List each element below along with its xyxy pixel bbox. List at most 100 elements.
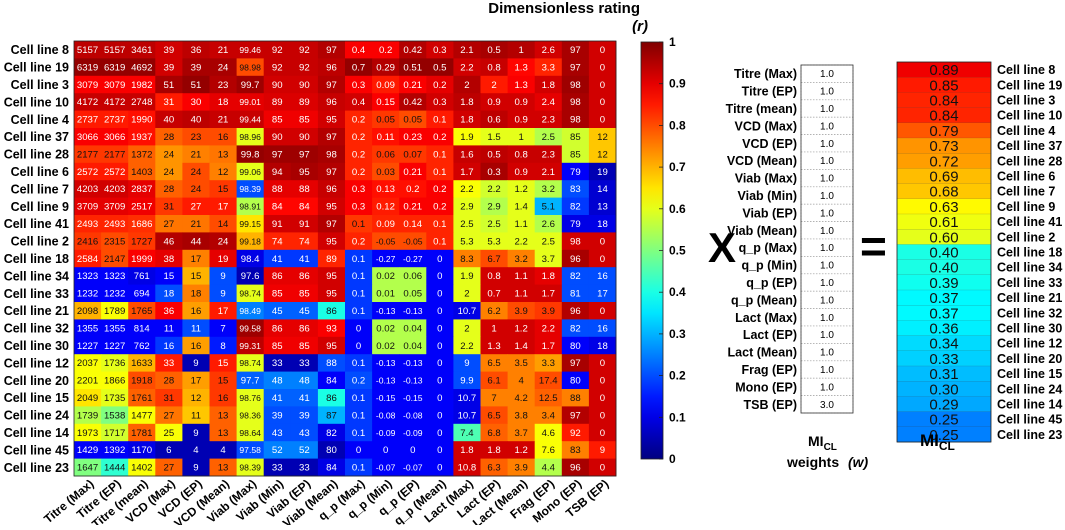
heatmap-cell <box>453 389 481 407</box>
heatmap-cell <box>399 423 427 442</box>
heatmap-cell-value: 87 <box>326 410 337 421</box>
heatmap-cell-value: 1736 <box>104 358 125 369</box>
row-label: Cell line 8 <box>11 43 69 57</box>
heatmap-cell <box>588 162 617 181</box>
heatmap-cell-value: 0.21 <box>403 80 422 91</box>
heatmap-cell <box>588 110 617 129</box>
heatmap-cell-value: -0.13 <box>403 376 423 386</box>
heatmap-cell-value: 98.74 <box>239 358 261 368</box>
heatmap-cell <box>345 406 373 425</box>
heatmap-cell <box>480 162 508 181</box>
heatmap-cell <box>290 180 319 198</box>
weight-value: 1.0 <box>820 226 834 237</box>
weight-value: 1.0 <box>820 330 834 341</box>
heatmap-cell-value: 99.15 <box>239 219 261 229</box>
heatmap-cell-value: 86 <box>326 306 337 317</box>
heatmap-cell-value: 0.1 <box>352 428 365 439</box>
heatmap-cell <box>534 458 563 477</box>
heatmap-cell-value: 51 <box>191 80 202 91</box>
heatmap-cell <box>74 336 102 355</box>
heatmap-cell <box>101 215 129 233</box>
mi-value: 0.29 <box>929 397 958 414</box>
heatmap-cell <box>507 232 536 251</box>
heatmap-cell <box>399 284 427 303</box>
heatmap-cell-value: 24 <box>191 167 202 178</box>
heatmap-cell-value: 83 <box>570 445 581 456</box>
heatmap-cell <box>155 336 183 355</box>
heatmap-cell <box>101 128 129 146</box>
heatmap-cell <box>453 110 481 129</box>
heatmap-cell-value: 10.8 <box>458 463 477 474</box>
heatmap-cell-value: 0 <box>600 62 605 73</box>
heatmap-cell-value: 1.8 <box>460 445 473 456</box>
row-label: Cell line 45 <box>4 443 69 457</box>
heatmap-cell-value: 0 <box>356 323 361 334</box>
heatmap-cell <box>263 423 292 442</box>
heatmap-cell <box>263 93 292 111</box>
heatmap-cell <box>345 389 373 407</box>
mi-value: 0.61 <box>929 214 958 231</box>
heatmap-cell <box>236 93 265 111</box>
heatmap-cell-value: 98.96 <box>239 132 261 142</box>
heatmap-cell-value: 3.2 <box>514 254 527 265</box>
heatmap-cell-value: 0.06 <box>403 271 422 282</box>
heatmap-cell <box>182 354 210 372</box>
weights-caption: MICL <box>808 433 837 453</box>
heatmap-cell <box>480 406 508 425</box>
heatmap-cell <box>101 110 129 129</box>
heatmap-cell <box>209 75 237 94</box>
heatmap-cell-value: -0.05 <box>403 236 423 246</box>
heatmap-cell <box>128 41 156 59</box>
weight-label: Lact (EP) <box>743 328 797 342</box>
heatmap-cell <box>263 336 292 355</box>
mi-value: 0.34 <box>929 336 958 353</box>
row-label: Cell line 19 <box>4 61 69 75</box>
heatmap-cell-value: -0.07 <box>376 463 396 473</box>
heatmap-cell <box>345 423 373 442</box>
heatmap-cell <box>209 128 237 146</box>
heatmap-cell <box>426 371 454 390</box>
heatmap-cell <box>399 58 427 77</box>
heatmap-cell-value: 0.7 <box>352 62 365 73</box>
heatmap-cell <box>372 215 400 233</box>
heatmap-cell <box>507 75 536 94</box>
heatmap-cell-value: 0 <box>600 428 605 439</box>
weight-label: Viab (Max) <box>735 172 797 186</box>
heatmap-cell <box>534 423 563 442</box>
heatmap-cell <box>561 441 590 459</box>
heatmap-cell-value: 0 <box>600 254 605 265</box>
mi-value: 0.25 <box>929 412 958 429</box>
heatmap-cell-value: 0 <box>600 45 605 56</box>
heatmap-title: Dimensionless rating <box>488 0 640 17</box>
heatmap-cell <box>263 180 292 198</box>
heatmap-cell-value: -0.07 <box>403 463 423 473</box>
heatmap-cell-value: 18 <box>218 97 229 108</box>
heatmap-cell <box>155 162 183 181</box>
heatmap-cell-value: 2493 <box>104 219 125 230</box>
heatmap-cell <box>263 458 292 477</box>
heatmap-cell <box>74 389 102 407</box>
heatmap-cell <box>317 354 346 372</box>
heatmap-cell-value: 80 <box>570 341 581 352</box>
heatmap-cell-value: 5.3 <box>460 236 473 247</box>
heatmap-cell <box>399 249 427 268</box>
heatmap-cell-value: 15 <box>218 184 229 195</box>
heatmap-cell-value: 96 <box>326 62 337 73</box>
heatmap-cell <box>317 162 346 181</box>
mi-row-label: Cell line 37 <box>997 139 1062 153</box>
heatmap-cell-value: 3.2 <box>542 184 555 195</box>
heatmap-cell-value: 43 <box>299 428 310 439</box>
heatmap-cell-value: 24 <box>164 149 175 160</box>
heatmap-cell-value: 85 <box>272 115 283 126</box>
heatmap-cell-value: 0.1 <box>352 306 365 317</box>
heatmap-cell-value: -0.27 <box>403 254 423 264</box>
heatmap-cell-value: 3.9 <box>514 306 527 317</box>
heatmap-cell-value: 3.3 <box>542 62 555 73</box>
heatmap-cell-value: 1 <box>518 45 523 56</box>
heatmap-cell <box>372 75 400 94</box>
weight-value: 1.0 <box>820 69 834 80</box>
heatmap-cell <box>317 145 346 164</box>
heatmap-cell-value: 0.3 <box>433 97 446 108</box>
heatmap-cell <box>155 110 183 129</box>
heatmap-cell-value: 2049 <box>77 393 98 404</box>
